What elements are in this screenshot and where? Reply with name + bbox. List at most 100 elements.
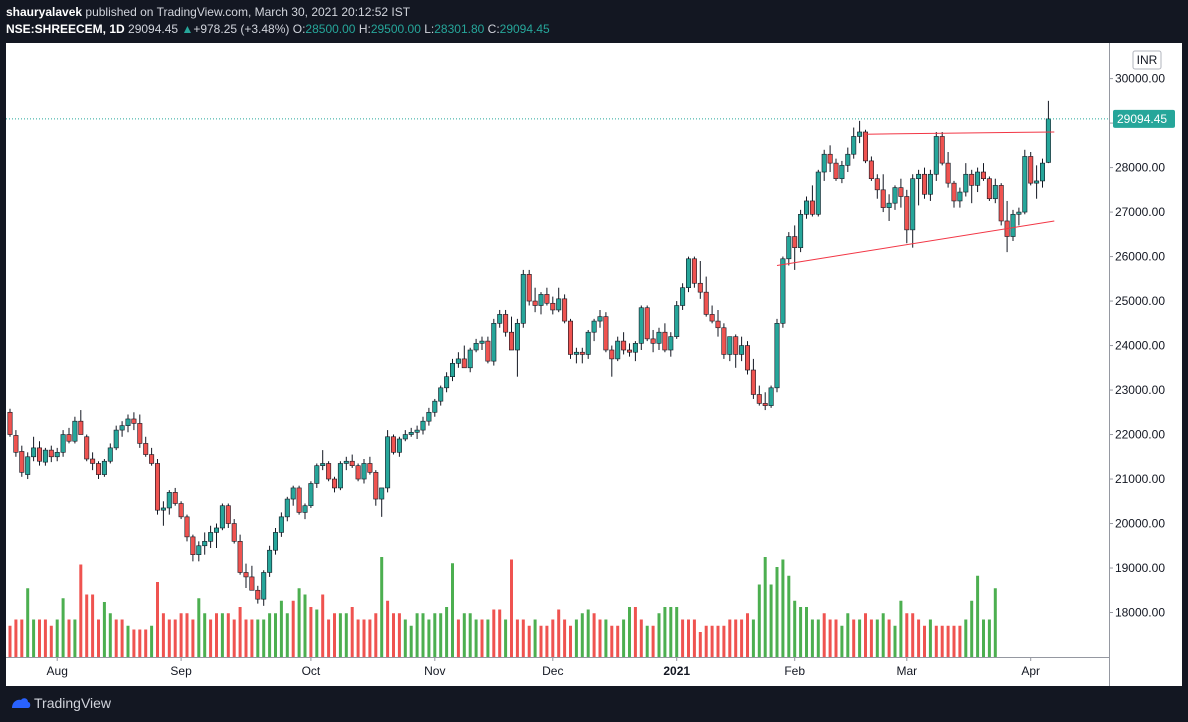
volume-bar (651, 625, 655, 657)
candle-body (385, 436, 391, 489)
change-arrow-icon: ▲ (181, 22, 194, 36)
volume-bar (510, 559, 513, 657)
volume-bar (138, 629, 142, 657)
candle-body (697, 282, 703, 293)
candle-body (544, 294, 550, 304)
candle-body (538, 294, 544, 306)
volume-bar (203, 613, 207, 657)
candle-body (656, 331, 662, 344)
volume-bar (8, 625, 12, 657)
candle-body (396, 438, 402, 453)
volume-bar (952, 625, 956, 657)
candle-body (255, 589, 261, 600)
last-price-label: 29094.45 (1117, 112, 1167, 126)
candle-body (60, 434, 66, 453)
volume-bar (386, 600, 390, 657)
y-tick-label: 18000.00 (1115, 606, 1165, 620)
volume-bar (285, 613, 289, 657)
tradingview-brand[interactable]: TradingView (34, 695, 112, 711)
candle-body (178, 503, 184, 518)
candle-body (278, 516, 284, 533)
candle-body (107, 447, 113, 462)
candle-body (290, 487, 296, 500)
volume-bar (356, 619, 360, 657)
volume-bar (474, 619, 478, 657)
candle-body (19, 451, 25, 473)
volume-bar (67, 619, 71, 657)
tradingview-logo-icon[interactable] (10, 695, 32, 713)
volume-bar (144, 629, 148, 657)
candle-body (821, 153, 827, 173)
volume-bar (14, 619, 18, 657)
candle-body (644, 307, 650, 340)
candle-body (579, 351, 585, 355)
candle-body (272, 532, 278, 551)
volume-bar (338, 613, 342, 657)
volume-bar (628, 607, 631, 657)
candle-body (284, 498, 290, 518)
ohlc-line: NSE:SHREECEM, 1D 29094.45 ▲+978.25 (+3.4… (6, 22, 550, 36)
currency-label: INR (1137, 53, 1158, 67)
volume-bar (291, 600, 295, 657)
candle-body (373, 472, 379, 500)
candle-body (42, 449, 48, 463)
candle-body (662, 331, 668, 351)
volume-bar (43, 619, 47, 657)
author-name[interactable]: shauryalavek (6, 5, 83, 19)
volume-bar (828, 619, 832, 657)
candle-body (975, 171, 981, 186)
candle-body (638, 307, 644, 344)
price-change: +978.25 (+3.48%) (193, 22, 290, 36)
candle-body (231, 523, 237, 542)
candle-body (626, 349, 632, 353)
candle-body (296, 487, 302, 513)
y-tick-label: 28000.00 (1115, 161, 1165, 175)
y-tick-label: 25000.00 (1115, 294, 1165, 308)
low-label: L: (424, 22, 435, 36)
volume-bar (297, 588, 301, 657)
candle-body (945, 162, 951, 184)
volume-bar (527, 625, 531, 657)
candle-body (314, 465, 320, 484)
candle-body (438, 387, 444, 402)
footer-bar: TradingView (0, 686, 1188, 722)
candle-body (444, 376, 450, 389)
candle-body (721, 327, 727, 355)
candle-body (491, 323, 497, 362)
candle-body (591, 320, 597, 333)
volume-bar (982, 619, 985, 657)
volume-bar (126, 625, 130, 657)
candle-body (910, 178, 916, 231)
candle-body (951, 182, 957, 202)
volume-bar (468, 613, 472, 657)
candle-body (1016, 211, 1022, 215)
volume-bar (775, 567, 779, 657)
candle-body (320, 463, 326, 466)
volume-bar (433, 613, 437, 657)
candle-body (261, 572, 267, 600)
chart-area[interactable]: 18000.00 19000.00 20000.00 21000.00 22000.00… (6, 43, 1182, 686)
candlestick-chart[interactable]: 18000.00 19000.00 20000.00 21000.00 22000.00… (6, 43, 1182, 686)
candle-body (66, 434, 72, 442)
candle-body (426, 411, 432, 422)
volume-bar (976, 575, 980, 657)
candle-body (249, 576, 255, 591)
candle-body (680, 287, 686, 306)
volume-bar (993, 588, 997, 657)
y-tick-label: 26000.00 (1115, 250, 1165, 264)
volume-bar (85, 594, 89, 657)
volume-bar (191, 619, 195, 657)
candle-body (267, 549, 273, 573)
volume-bar (79, 564, 83, 657)
volume-bar (197, 598, 201, 657)
volume-bar (232, 619, 236, 657)
candle-body (585, 331, 591, 355)
high-value: 29500.00 (370, 22, 421, 36)
y-tick-label: 24000.00 (1115, 339, 1165, 353)
candle-body (727, 336, 733, 355)
volume-bar (864, 613, 867, 657)
candle-body (237, 541, 243, 573)
volume-bar (209, 619, 213, 657)
candle-body (461, 358, 467, 369)
candle-body (715, 320, 721, 329)
